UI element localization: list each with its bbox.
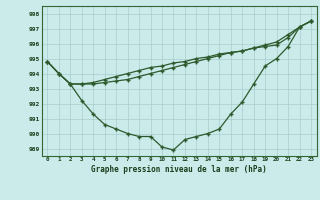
X-axis label: Graphe pression niveau de la mer (hPa): Graphe pression niveau de la mer (hPa)	[91, 165, 267, 174]
